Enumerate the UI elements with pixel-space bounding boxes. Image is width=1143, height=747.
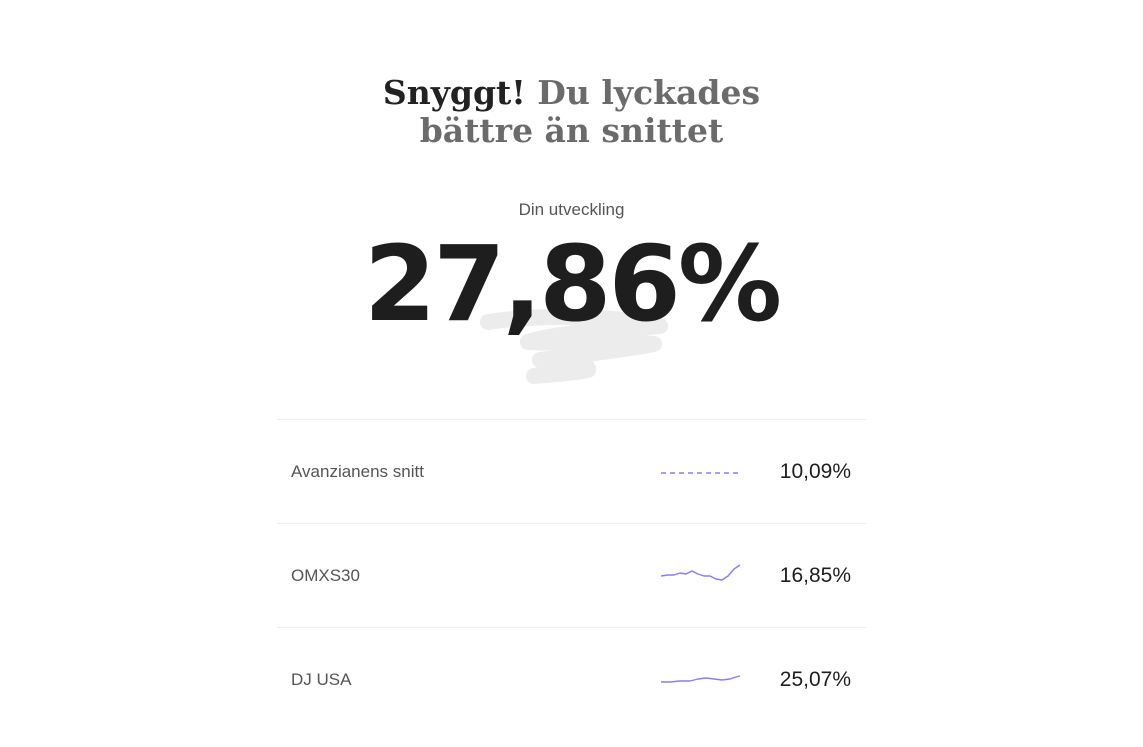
comparison-row-omxs30: OMXS30 16,85% [277, 524, 866, 628]
headline-muted-line1: Du lyckades [537, 73, 761, 112]
comparison-label: Avanzianens snitt [291, 461, 424, 481]
comparison-label: DJ USA [291, 669, 352, 689]
sparkline-icon [661, 674, 741, 683]
scribble-underline-decoration [480, 309, 668, 384]
comparison-value: 25,07% [779, 667, 851, 691]
dashed-line-icon [661, 471, 740, 474]
comparison-value: 10,09% [779, 459, 851, 483]
comparison-row-average: Avanzianens snitt 10,09% [277, 420, 866, 524]
comparison-label: OMXS30 [291, 565, 360, 585]
comparison-list: Avanzianens snitt 10,09% OMXS30 16,85% D… [277, 419, 866, 731]
result-label: Din utveckling [518, 200, 625, 219]
headline: Snyggt! Du lyckades bättre än snittet [0, 74, 1143, 150]
result-value: 27,86% [363, 223, 782, 345]
comparison-value: 16,85% [779, 563, 851, 587]
headline-strong: Snyggt! [382, 73, 526, 112]
comparison-row-dj-usa: DJ USA 25,07% [277, 628, 866, 731]
sparkline-icon [660, 563, 741, 581]
headline-muted-line2: bättre än snittet [419, 111, 724, 150]
